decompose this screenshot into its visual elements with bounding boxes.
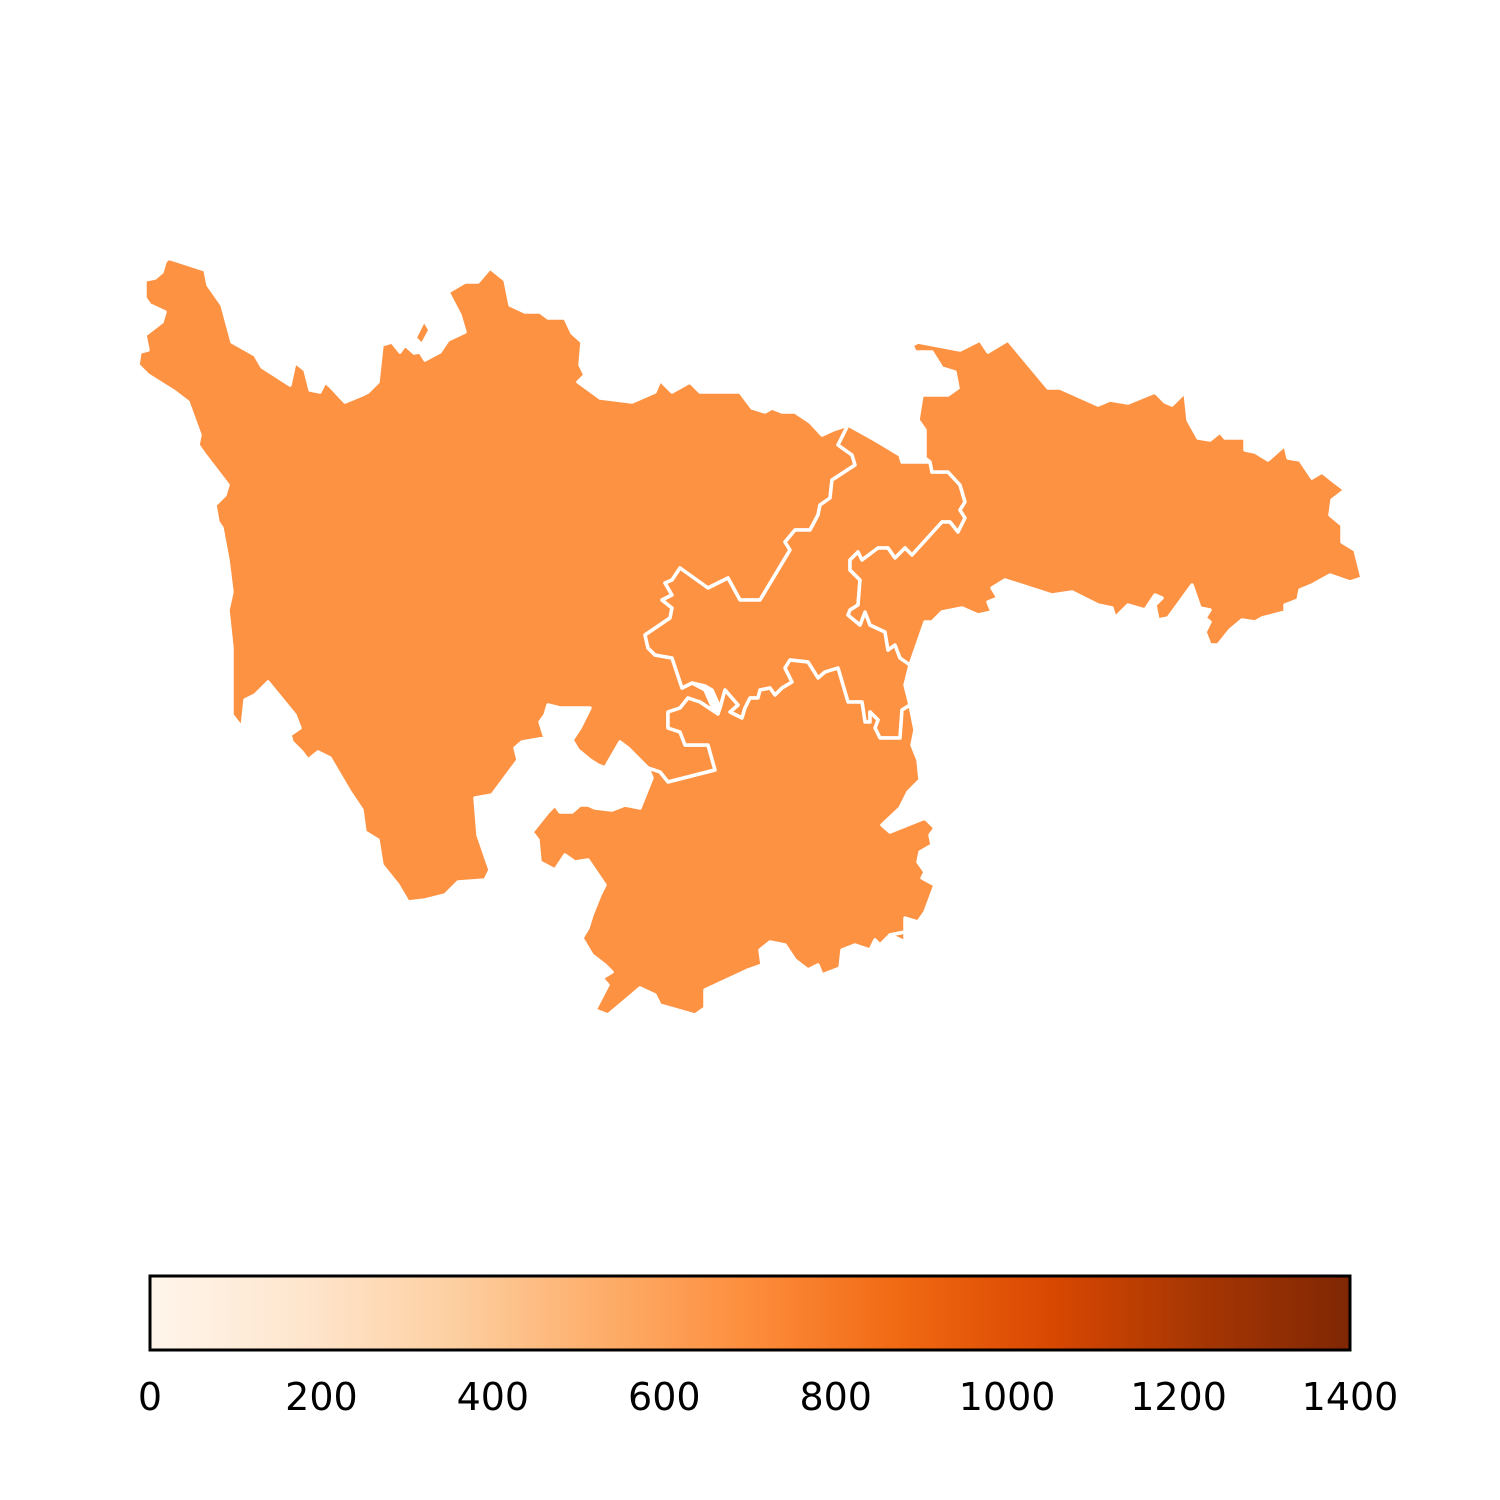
map-regions [136, 256, 1364, 1017]
map-region-south[interactable] [530, 658, 937, 1017]
colorbar-tick-label: 0 [138, 1375, 162, 1419]
map-region-south-islet[interactable] [888, 930, 907, 944]
map-region-east[interactable] [846, 338, 1364, 667]
colorbar-tick-label: 1400 [1302, 1375, 1399, 1419]
colorbar-tick-label: 1000 [959, 1375, 1056, 1419]
colorbar-ticks: 0 200 400 600 800 1000 1200 1400 [138, 1375, 1398, 1419]
colorbar-tick-label: 800 [799, 1375, 872, 1419]
colorbar-tick-label: 1200 [1130, 1375, 1227, 1419]
colorbar-gradient [148, 1274, 1352, 1352]
colorbar-tick-label: 600 [628, 1375, 701, 1419]
colorbar-tick-label: 400 [457, 1375, 530, 1419]
map-region-west-islet[interactable] [413, 318, 432, 347]
colorbar: 0 200 400 600 800 1000 1200 1400 [138, 1274, 1398, 1419]
colorbar-tick-label: 200 [285, 1375, 358, 1419]
